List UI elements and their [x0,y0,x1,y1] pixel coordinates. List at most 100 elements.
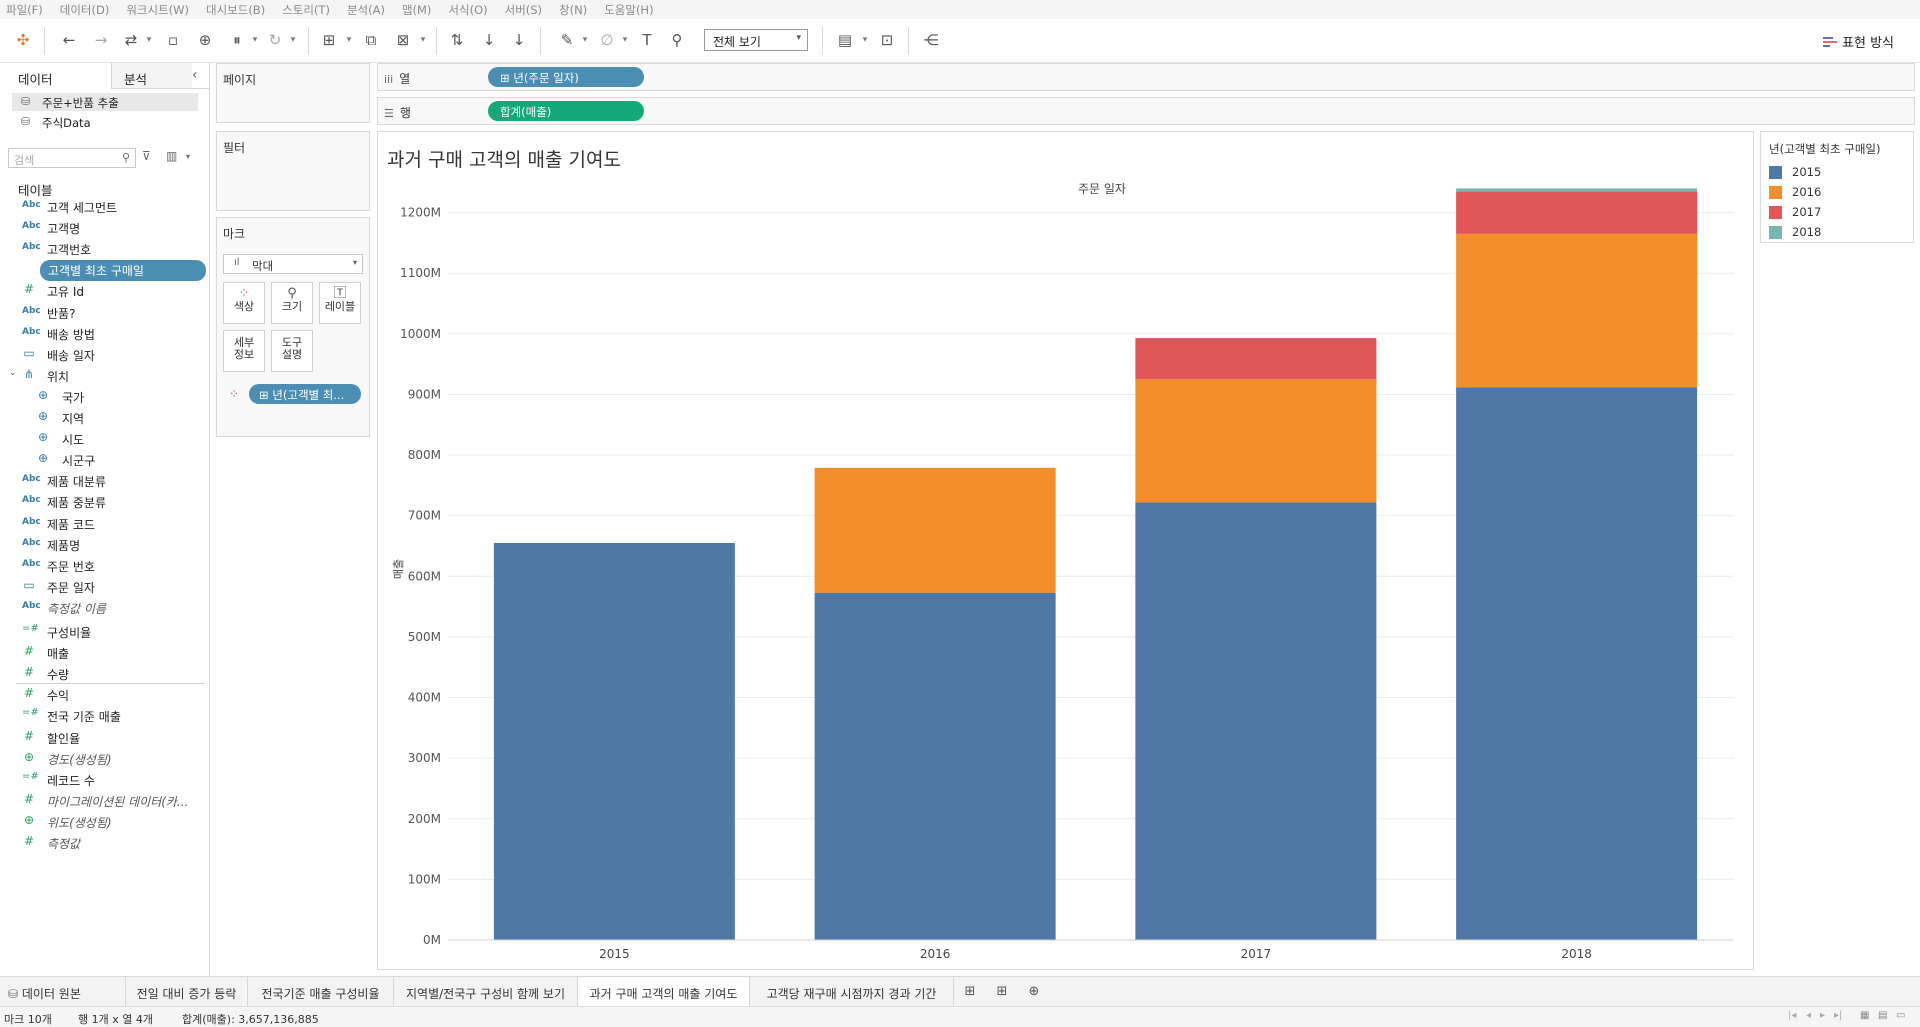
detail-button[interactable]: 세부 정보 [223,330,265,372]
share-icon[interactable]: ⋲ [923,30,939,49]
field-item[interactable]: 고객별 최초 구매일 [0,259,206,282]
show-cards-icon[interactable]: ▤ [837,30,853,49]
color-button[interactable]: ⁘ 색상 [223,282,265,324]
pages-card[interactable]: 페이지 [216,63,370,123]
tableau-logo-icon[interactable]: ✣ [16,30,30,49]
field-item[interactable]: Abc 제품 코드 [0,513,206,533]
undo-icon[interactable]: ← [62,30,76,49]
chevron-down-icon[interactable]: ▾ [862,34,868,45]
sheet-tab[interactable]: 지역별/전국구 구성비 함께 보기 [394,977,578,1007]
field-item[interactable]: Abc 반품? [0,302,206,322]
last-page-icon[interactable]: ▸| [1834,1010,1843,1021]
datasource-item[interactable]: ⛁ 주식Data [12,113,198,131]
sheet-tab[interactable]: 전국기준 매출 구성비율 [248,977,394,1007]
tab-data[interactable]: 데이터 [0,63,112,89]
field-item[interactable]: ⊕ 위도(생성됨) [0,811,206,831]
mark-type-select[interactable]: ıl 막대 ▾ [223,254,363,274]
new-worksheet-icon[interactable]: ⊞ [322,30,336,49]
text-label-icon[interactable]: T [642,30,652,49]
field-item[interactable]: ⊕ 경도(생성됨) [0,748,206,768]
rows-shelf[interactable]: ☰ 행 합계(매출) [377,97,1915,125]
chevron-down-icon[interactable]: ▾ [582,34,588,45]
presentation-icon[interactable]: ⊡ [880,30,894,49]
tooltip-button[interactable]: 도구 설명 [271,330,313,372]
filter-icon[interactable]: ⊽ [142,149,151,163]
group-icon[interactable]: ∅ [600,30,614,49]
field-item[interactable]: # 할인율 [0,727,206,747]
sort-descending-icon[interactable]: ↓ [512,30,526,49]
field-item[interactable]: =# 레코드 수 [0,769,206,789]
tab-analysis[interactable]: 분석 [112,63,192,88]
menu-story[interactable]: 스토리(T) [282,2,330,17]
menu-worksheet[interactable]: 워크시트(W) [126,2,189,17]
tab-view-icon[interactable]: ▭ [1896,1010,1906,1021]
chevron-down-icon[interactable]: ▾ [420,34,426,45]
new-worksheet-icon[interactable]: ⊞ [964,984,976,999]
field-item[interactable]: # 측정값 [0,832,206,852]
field-search-input[interactable]: 검색 ⚲ [8,148,136,168]
sheet-tab[interactable]: 고객당 재구매 시점까지 경과 기간 [750,977,954,1007]
chevron-down-icon[interactable]: ▾ [146,34,152,45]
field-item[interactable]: ▭ 배송 일자 [0,344,206,364]
new-dashboard-icon[interactable]: ⊞ [996,984,1008,999]
menu-analysis[interactable]: 분석(A) [346,2,385,17]
replay-icon[interactable]: ⇄ [124,30,138,49]
datasource-item[interactable]: ⛁ 주문+반품 추출 [12,93,198,111]
field-item[interactable]: # 고유 Id [0,280,206,300]
field-item[interactable]: ⌄ ⋔ 위치 [0,365,206,385]
menu-dashboard[interactable]: 대시보드(B) [206,2,266,17]
field-item[interactable]: # 매출 [0,642,206,662]
label-button[interactable]: 🅃 레이블 [319,282,361,324]
duplicate-icon[interactable]: ⧉ [365,30,377,49]
field-item[interactable]: Abc 고객번호 [0,238,206,258]
chevron-down-icon[interactable]: ▾ [252,34,258,45]
first-page-icon[interactable]: |◂ [1788,1010,1797,1021]
field-item[interactable]: =# 구성비율 [0,621,206,641]
clear-sheet-icon[interactable]: ⊠ [396,30,410,49]
field-item[interactable]: Abc 제품명 [0,534,206,554]
prev-page-icon[interactable]: ◂ [1806,1010,1812,1021]
menu-help[interactable]: 도움말(H) [604,2,654,17]
field-item[interactable]: ⊕ 지역 [0,407,206,427]
menu-server[interactable]: 서버(S) [504,2,543,17]
swap-icon[interactable]: ⇅ [450,30,464,49]
fit-view-select[interactable]: 전체 보기 ▾ [704,29,808,51]
menu-data[interactable]: 데이터(D) [59,2,110,17]
size-button[interactable]: ⚲ 크기 [271,282,313,324]
collapse-pane-icon[interactable]: ‹ [192,67,198,83]
field-item[interactable]: ▭ 주문 일자 [0,576,206,596]
menu-file[interactable]: 파일(F) [6,2,43,17]
field-item[interactable]: Abc 제품 중분류 [0,491,206,511]
redo-icon[interactable]: → [94,30,108,49]
next-page-icon[interactable]: ▸ [1820,1010,1826,1021]
menu-format[interactable]: 서식(O) [448,2,488,17]
highlight-icon[interactable]: ✎ [560,30,574,49]
field-item[interactable]: Abc 제품 대분류 [0,470,206,490]
refresh-icon[interactable]: ↻ [268,30,282,49]
pause-updates-icon[interactable]: ⏸ [233,30,241,49]
sheet-tab-active[interactable]: 과거 구매 고객의 매출 기여도 [578,977,750,1007]
sort-ascending-icon[interactable]: ↓ [482,30,496,49]
show-me-button[interactable]: 표현 방식 [1823,32,1894,51]
grid-view-icon[interactable]: ▦ [1860,1010,1870,1021]
field-item[interactable]: # 수량 [0,663,206,683]
field-item[interactable]: Abc 측정값 이름 [0,597,206,617]
field-item[interactable]: Abc 배송 방법 [0,323,206,343]
view-options-icon[interactable]: ▥ [166,149,178,163]
menu-map[interactable]: 맵(M) [401,2,432,17]
field-item[interactable]: # 마이그레이션된 데이터(카... [0,790,206,810]
chevron-down-icon[interactable]: ▾ [346,34,352,45]
marks-color-pill[interactable]: ⊞ 년(고객별 최... [249,384,361,404]
field-item[interactable]: # 수익 [0,684,206,704]
chevron-down-icon[interactable]: ▾ [290,34,296,45]
field-item[interactable]: Abc 주문 번호 [0,555,206,575]
chevron-down-icon[interactable]: ▾ [622,34,628,45]
field-item[interactable]: ⊕ 시도 [0,428,206,448]
columns-shelf[interactable]: iii 열 ⊞ 년(주문 일자) [377,63,1915,91]
field-item[interactable]: =# 전국 기준 매출 [0,705,206,725]
menu-window[interactable]: 창(N) [559,2,588,17]
field-item[interactable]: Abc 고객명 [0,217,206,237]
field-item[interactable]: Abc 고객 세그먼트 [0,196,206,216]
filters-card[interactable]: 필터 [216,131,370,211]
new-datasource-icon[interactable]: ⊕ [198,30,212,49]
